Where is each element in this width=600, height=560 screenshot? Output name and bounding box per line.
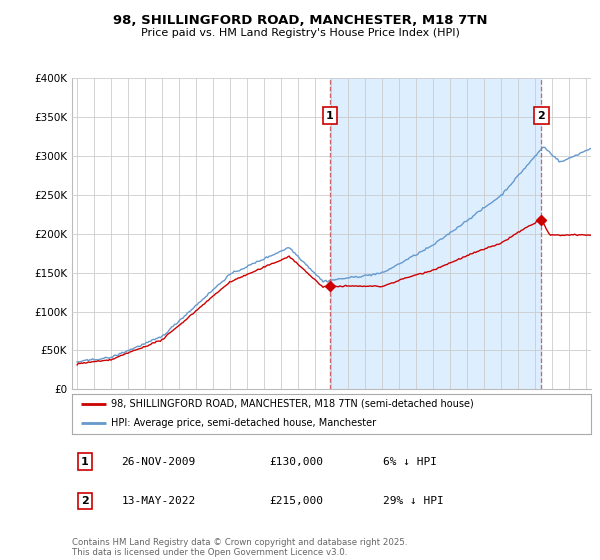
Text: Contains HM Land Registry data © Crown copyright and database right 2025.
This d: Contains HM Land Registry data © Crown c…	[72, 538, 407, 557]
Text: 1: 1	[326, 111, 334, 121]
Text: 29% ↓ HPI: 29% ↓ HPI	[383, 496, 444, 506]
Text: 26-NOV-2009: 26-NOV-2009	[121, 456, 196, 466]
Bar	[330, 78, 541, 389]
Text: 98, SHILLINGFORD ROAD, MANCHESTER, M18 7TN: 98, SHILLINGFORD ROAD, MANCHESTER, M18 7…	[113, 14, 487, 27]
Text: 2: 2	[81, 496, 89, 506]
Text: £130,000: £130,000	[269, 456, 323, 466]
Text: HPI: Average price, semi-detached house, Manchester: HPI: Average price, semi-detached house,…	[111, 418, 376, 428]
Text: 13-MAY-2022: 13-MAY-2022	[121, 496, 196, 506]
Text: 1: 1	[81, 456, 89, 466]
Text: 6% ↓ HPI: 6% ↓ HPI	[383, 456, 437, 466]
Text: 98, SHILLINGFORD ROAD, MANCHESTER, M18 7TN (semi-detached house): 98, SHILLINGFORD ROAD, MANCHESTER, M18 7…	[111, 399, 473, 409]
Text: 2: 2	[538, 111, 545, 121]
Text: Price paid vs. HM Land Registry's House Price Index (HPI): Price paid vs. HM Land Registry's House …	[140, 28, 460, 38]
Text: £215,000: £215,000	[269, 496, 323, 506]
